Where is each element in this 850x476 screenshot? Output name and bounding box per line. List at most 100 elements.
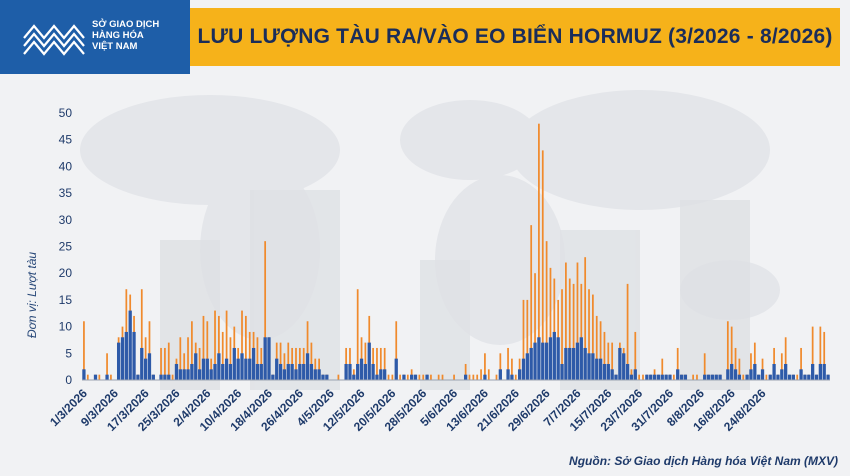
bar-blue xyxy=(726,369,730,380)
bar-orange xyxy=(430,374,432,380)
bar-blue xyxy=(541,342,545,380)
y-tick-label: 30 xyxy=(59,213,73,227)
bar-blue xyxy=(221,363,225,380)
bar-blue xyxy=(240,353,244,380)
bar-blue xyxy=(159,374,163,380)
chart-title: LƯU LƯỢNG TÀU RA/VÀO EO BIỂN HORMUZ (3/2… xyxy=(197,25,833,48)
bar-orange xyxy=(198,347,201,380)
bar-orange xyxy=(526,299,529,380)
y-tick-label: 10 xyxy=(59,320,73,334)
bar-orange xyxy=(349,347,351,380)
bar-orange xyxy=(337,374,340,380)
bar-orange xyxy=(98,374,101,380)
bar-orange xyxy=(256,337,259,380)
bar-blue xyxy=(633,369,637,380)
bar-orange xyxy=(626,283,629,380)
bar-orange xyxy=(692,374,694,380)
bar-orange xyxy=(83,321,85,380)
bar-blue xyxy=(93,374,98,380)
bar-orange xyxy=(248,331,251,380)
bar-orange xyxy=(106,353,108,380)
bar-orange xyxy=(545,241,548,380)
bar-orange xyxy=(453,374,455,380)
bar-blue xyxy=(568,347,572,380)
bar-orange xyxy=(229,337,232,380)
brand-panel: SỞ GIAO DỊCH HÀNG HÓA VIỆT NAM xyxy=(0,0,190,74)
y-axis: 0 5 10 15 20 25 30 35 40 45 50 xyxy=(59,106,73,387)
bar-orange xyxy=(773,347,775,380)
bar-orange xyxy=(187,337,189,380)
bar-blue xyxy=(375,374,379,380)
bar-blue xyxy=(768,374,772,380)
bar-blue xyxy=(583,347,587,380)
bar-blue xyxy=(799,369,803,380)
bar-orange xyxy=(225,310,228,380)
y-tick-label: 25 xyxy=(59,240,73,254)
bar-blue xyxy=(548,337,553,380)
bar-orange xyxy=(260,347,263,380)
bar-orange xyxy=(734,347,737,380)
bar-blue xyxy=(286,363,290,380)
bar-blue xyxy=(787,374,792,380)
bar-orange xyxy=(245,315,247,380)
bar-orange xyxy=(391,374,394,380)
bar-orange xyxy=(541,150,544,380)
bar-blue xyxy=(413,374,418,380)
bar-blue xyxy=(560,363,564,380)
bar-blue xyxy=(587,353,591,380)
bar-orange xyxy=(372,347,374,380)
bar-blue xyxy=(186,369,190,380)
bar-blue xyxy=(190,363,194,380)
bar-blue xyxy=(282,369,287,380)
bar-blue xyxy=(649,374,653,380)
bar-blue xyxy=(255,363,260,380)
bar-blue xyxy=(706,374,711,380)
bar-blue xyxy=(174,363,179,380)
bar-blue xyxy=(745,374,749,380)
bar-blue xyxy=(822,363,826,380)
bar-orange xyxy=(160,347,162,380)
bar-orange xyxy=(730,326,733,380)
bar-blue xyxy=(579,337,583,380)
bar-orange xyxy=(206,321,209,380)
bar-orange xyxy=(179,337,182,380)
bar-blue xyxy=(228,363,233,380)
bar-blue xyxy=(344,363,348,380)
bar-orange xyxy=(595,315,598,380)
bar-blue xyxy=(251,347,256,380)
source-note: Nguồn: Sở Giao dịch Hàng hóa Việt Nam (M… xyxy=(569,454,838,468)
bar-blue xyxy=(645,374,649,380)
bar-blue xyxy=(718,374,722,380)
bar-orange xyxy=(572,283,575,380)
bar-blue xyxy=(217,353,221,380)
y-tick-label: 20 xyxy=(59,266,73,280)
bar-blue xyxy=(105,374,109,380)
bar-blue xyxy=(533,342,537,380)
bar-blue xyxy=(124,331,128,380)
bar-blue xyxy=(564,347,568,380)
bar-orange xyxy=(406,374,409,380)
bar-orange xyxy=(298,347,301,380)
bar-blue xyxy=(803,374,807,380)
bar-blue xyxy=(606,363,610,380)
bar-orange xyxy=(576,262,579,380)
bar-blue xyxy=(753,363,757,380)
bar-orange xyxy=(191,321,193,380)
bar-blue xyxy=(602,363,607,380)
bar-blue xyxy=(317,369,321,380)
y-tick-label: 0 xyxy=(65,373,72,387)
y-axis-label: Đơn vị: Lượt tàu xyxy=(25,252,39,338)
bar-orange xyxy=(823,331,826,380)
bar-blue xyxy=(807,374,811,380)
title-band: LƯU LƯỢNG TÀU RA/VÀO EO BIỂN HORMUZ (3/2… xyxy=(190,8,840,66)
bar-blue xyxy=(309,363,314,380)
bar-blue xyxy=(498,369,502,380)
bar-orange xyxy=(634,331,637,380)
bar-blue xyxy=(236,358,240,380)
bar-blue xyxy=(784,363,788,380)
bar-blue xyxy=(749,369,753,380)
bar-orange xyxy=(214,310,216,380)
bar-orange xyxy=(584,257,587,380)
bar-blue xyxy=(818,363,822,380)
bar-blue xyxy=(757,374,761,380)
